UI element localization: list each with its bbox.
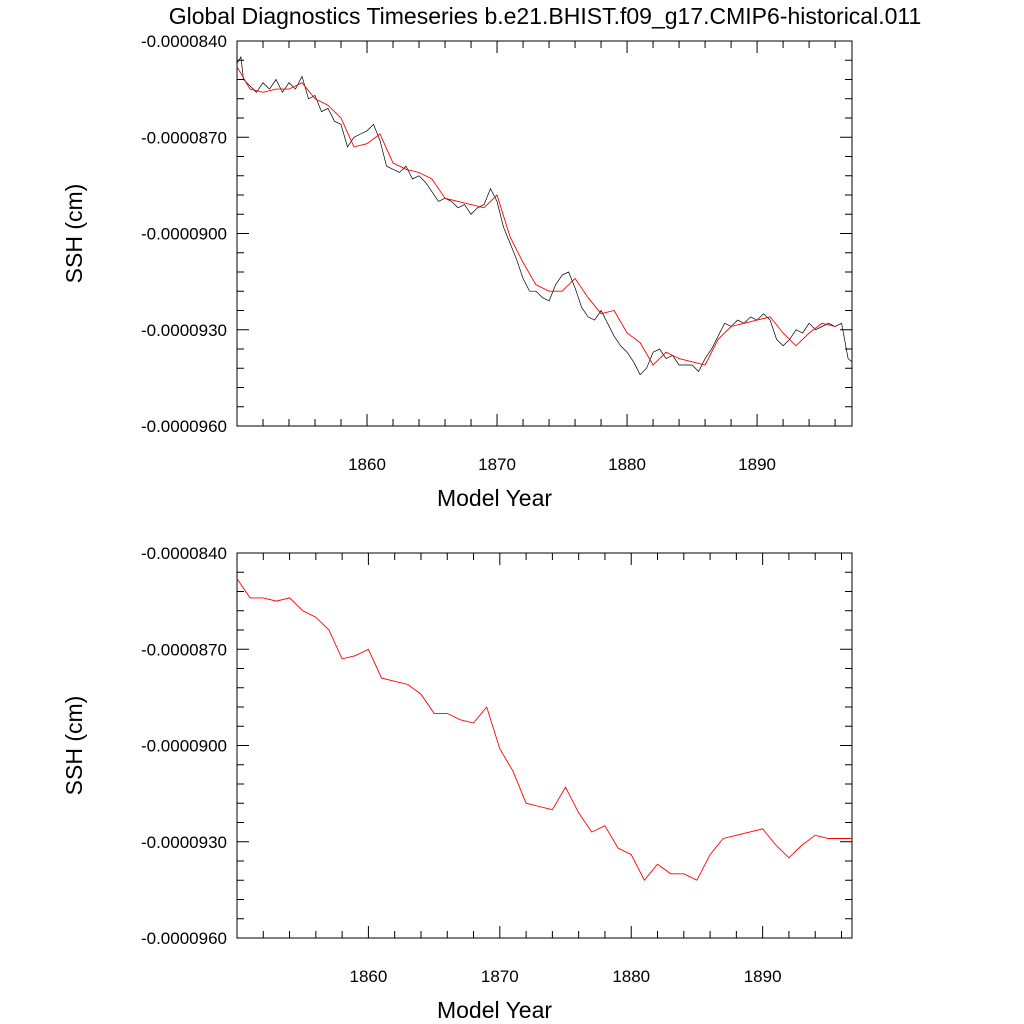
x-axis-label: Model Year bbox=[437, 997, 552, 1023]
x-tick-label: 1890 bbox=[744, 967, 782, 986]
y-tick-label: -0.0000870 bbox=[141, 640, 227, 659]
series-line-monthly bbox=[236, 55, 853, 376]
y-tick-label: -0.0000960 bbox=[141, 417, 227, 436]
x-tick-label: 1880 bbox=[608, 455, 646, 474]
y-tick-label: -0.0000930 bbox=[141, 833, 227, 852]
series-line-annual-mean bbox=[236, 66, 836, 366]
y-axis-label: SSH (cm) bbox=[61, 184, 87, 284]
y-tick-label: -0.0000840 bbox=[141, 544, 227, 563]
plot-frame bbox=[236, 552, 853, 939]
chart-panel-top: 1860 1870 1880 1890 -0.0000840 -0.0000870 -0.0… bbox=[61, 32, 853, 511]
y-tick-label: -0.0000900 bbox=[141, 737, 227, 756]
y-tick-label: -0.0000870 bbox=[141, 128, 227, 147]
chart-panel-bottom: 1860 1870 1880 1890 -0.0000840 -0.0000870 -0.0… bbox=[61, 544, 853, 1023]
x-tick-label: 1870 bbox=[481, 967, 519, 986]
y-tick-label: -0.0000900 bbox=[141, 225, 227, 244]
x-tick-label: 1890 bbox=[738, 455, 776, 474]
y-tick-label: -0.0000930 bbox=[141, 321, 227, 340]
y-tick-label: -0.0000840 bbox=[141, 32, 227, 51]
series-line-annual-mean bbox=[236, 578, 852, 882]
x-tick-label: 1870 bbox=[478, 455, 516, 474]
y-tick-label: -0.0000960 bbox=[141, 929, 227, 948]
x-tick-label: 1860 bbox=[349, 967, 387, 986]
x-axis-label: Model Year bbox=[437, 485, 552, 511]
chart-title: Global Diagnostics Timeseries b.e21.BHIS… bbox=[169, 3, 922, 29]
y-axis-label: SSH (cm) bbox=[61, 696, 87, 796]
plot-frame bbox=[236, 40, 853, 427]
x-tick-label: 1860 bbox=[348, 455, 386, 474]
x-tick-label: 1880 bbox=[612, 967, 650, 986]
